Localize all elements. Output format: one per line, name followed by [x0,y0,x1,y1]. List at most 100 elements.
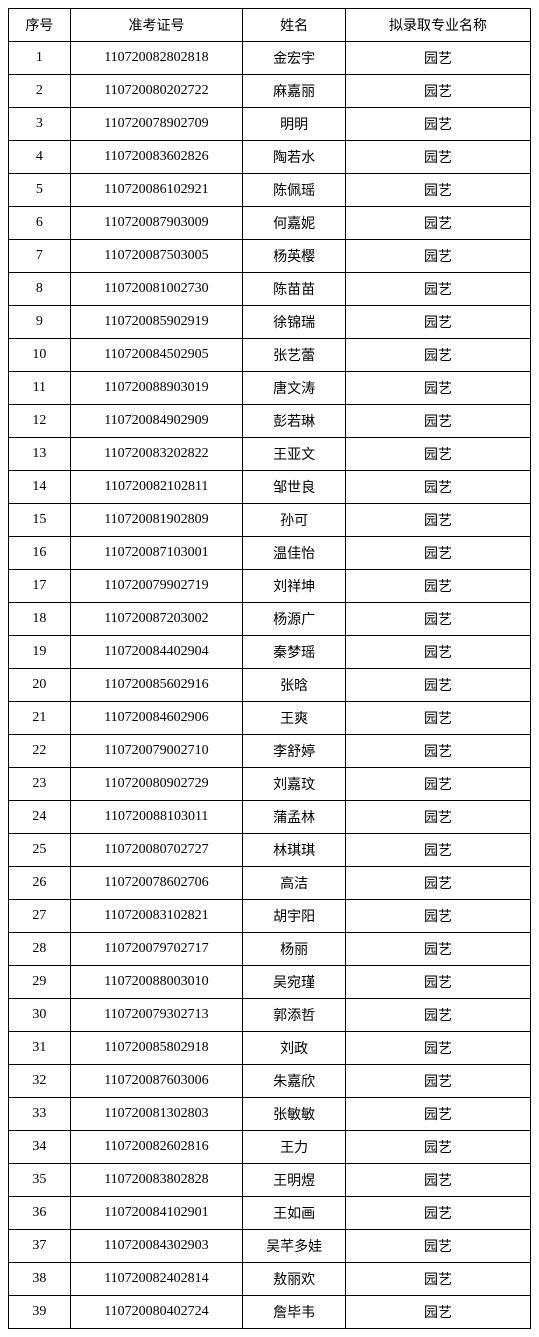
table-cell: 园艺 [346,933,531,966]
table-cell: 杨丽 [243,933,346,966]
table-cell: 110720088003010 [70,966,243,999]
table-cell: 30 [9,999,71,1032]
table-cell: 16 [9,537,71,570]
table-cell: 110720084902909 [70,405,243,438]
table-cell: 110720084402904 [70,636,243,669]
table-cell: 12 [9,405,71,438]
table-row: 25110720080702727林琪琪园艺 [9,834,531,867]
table-cell: 园艺 [346,273,531,306]
table-cell: 110720085902919 [70,306,243,339]
header-exam: 准考证号 [70,9,243,42]
table-cell: 园艺 [346,306,531,339]
table-cell: 11 [9,372,71,405]
table-cell: 高洁 [243,867,346,900]
table-cell: 110720080202722 [70,75,243,108]
table-cell: 13 [9,438,71,471]
table-cell: 17 [9,570,71,603]
table-row: 10110720084502905张艺蕾园艺 [9,339,531,372]
table-cell: 园艺 [346,801,531,834]
table-cell: 5 [9,174,71,207]
table-row: 38110720082402814敖丽欢园艺 [9,1263,531,1296]
table-cell: 110720084302903 [70,1230,243,1263]
table-cell: 园艺 [346,867,531,900]
table-cell: 园艺 [346,1032,531,1065]
table-cell: 王爽 [243,702,346,735]
table-cell: 110720078602706 [70,867,243,900]
table-cell: 林琪琪 [243,834,346,867]
table-cell: 何嘉妮 [243,207,346,240]
table-cell: 胡宇阳 [243,900,346,933]
table-cell: 15 [9,504,71,537]
table-cell: 园艺 [346,471,531,504]
header-row: 序号 准考证号 姓名 拟录取专业名称 [9,9,531,42]
header-seq: 序号 [9,9,71,42]
table-cell: 园艺 [346,504,531,537]
table-cell: 明明 [243,108,346,141]
table-cell: 李舒婷 [243,735,346,768]
table-cell: 23 [9,768,71,801]
table-cell: 28 [9,933,71,966]
table-cell: 38 [9,1263,71,1296]
table-cell: 张敏敏 [243,1098,346,1131]
table-cell: 110720079002710 [70,735,243,768]
table-cell: 37 [9,1230,71,1263]
table-cell: 张晗 [243,669,346,702]
table-cell: 110720080402724 [70,1296,243,1329]
table-cell: 杨源广 [243,603,346,636]
header-major: 拟录取专业名称 [346,9,531,42]
table-cell: 21 [9,702,71,735]
table-cell: 王亚文 [243,438,346,471]
table-row: 1110720082802818金宏宇园艺 [9,42,531,75]
table-cell: 110720081302803 [70,1098,243,1131]
table-cell: 2 [9,75,71,108]
table-row: 30110720079302713郭添哲园艺 [9,999,531,1032]
table-cell: 24 [9,801,71,834]
table-cell: 刘嘉玟 [243,768,346,801]
table-cell: 吴宛瑾 [243,966,346,999]
table-cell: 35 [9,1164,71,1197]
table-cell: 18 [9,603,71,636]
table-cell: 园艺 [346,1296,531,1329]
table-cell: 吴芊多娃 [243,1230,346,1263]
table-row: 26110720078602706高洁园艺 [9,867,531,900]
table-cell: 20 [9,669,71,702]
admission-table: 序号 准考证号 姓名 拟录取专业名称 1110720082802818金宏宇园艺… [8,8,531,1329]
table-row: 27110720083102821胡宇阳园艺 [9,900,531,933]
table-cell: 园艺 [346,834,531,867]
table-cell: 詹毕韦 [243,1296,346,1329]
table-cell: 110720082402814 [70,1263,243,1296]
table-row: 2110720080202722麻嘉丽园艺 [9,75,531,108]
table-cell: 110720082602816 [70,1131,243,1164]
table-cell: 34 [9,1131,71,1164]
table-cell: 110720087103001 [70,537,243,570]
table-row: 24110720088103011蒲孟林园艺 [9,801,531,834]
table-cell: 麻嘉丽 [243,75,346,108]
table-row: 6110720087903009何嘉妮园艺 [9,207,531,240]
table-cell: 110720083602826 [70,141,243,174]
table-cell: 110720088903019 [70,372,243,405]
table-row: 34110720082602816王力园艺 [9,1131,531,1164]
table-cell: 园艺 [346,438,531,471]
table-row: 5110720086102921陈佩瑶园艺 [9,174,531,207]
table-cell: 园艺 [346,207,531,240]
table-cell: 园艺 [346,405,531,438]
table-cell: 温佳怡 [243,537,346,570]
table-cell: 110720080902729 [70,768,243,801]
table-row: 16110720087103001温佳怡园艺 [9,537,531,570]
table-row: 11110720088903019唐文涛园艺 [9,372,531,405]
table-cell: 陈苗苗 [243,273,346,306]
table-cell: 园艺 [346,372,531,405]
table-cell: 1 [9,42,71,75]
table-row: 4110720083602826陶若水园艺 [9,141,531,174]
table-cell: 园艺 [346,537,531,570]
table-cell: 园艺 [346,42,531,75]
table-row: 20110720085602916张晗园艺 [9,669,531,702]
table-cell: 110720088103011 [70,801,243,834]
table-cell: 9 [9,306,71,339]
table-cell: 园艺 [346,768,531,801]
table-row: 7110720087503005杨英樱园艺 [9,240,531,273]
table-cell: 郭添哲 [243,999,346,1032]
table-cell: 110720081902809 [70,504,243,537]
table-cell: 110720084502905 [70,339,243,372]
table-cell: 4 [9,141,71,174]
